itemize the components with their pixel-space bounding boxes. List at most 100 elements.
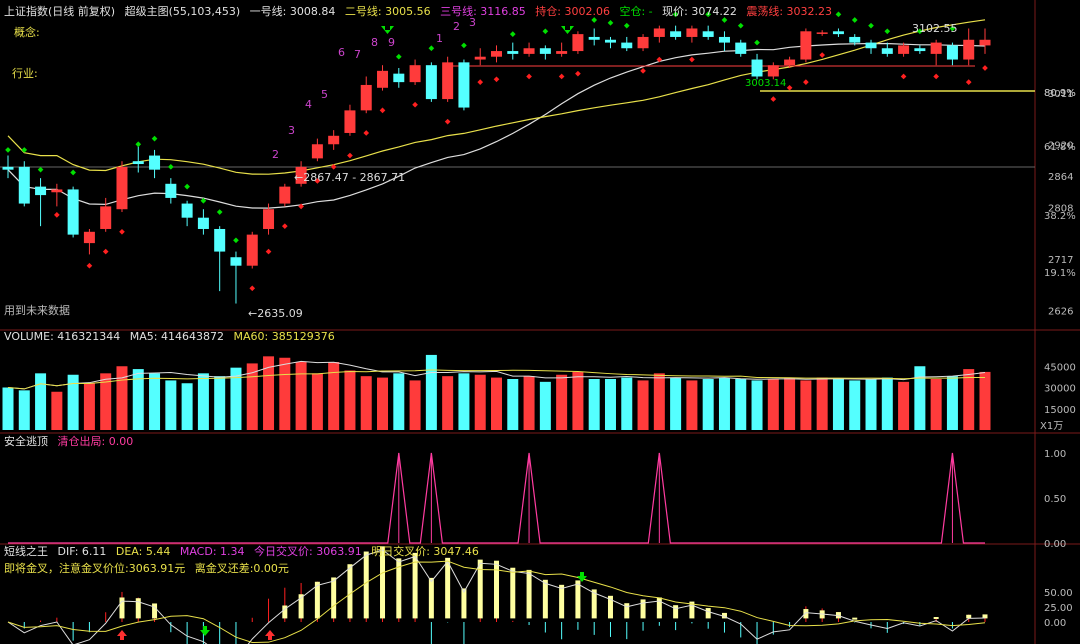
volume-header: VOLUME: 416321344 MA5: 414643872 MA60: 3…	[4, 329, 341, 345]
candle-body	[458, 62, 470, 108]
volume-tick: 45000	[1044, 362, 1076, 373]
escape-sub: 清仓出局: 0.00	[57, 435, 134, 448]
macd-block	[494, 560, 499, 619]
macd-today: 今日交叉价: 3063.91	[254, 545, 362, 558]
stop-dot	[689, 56, 695, 63]
dea-line	[7, 560, 986, 644]
hold-label: 持仓: 3002.06	[535, 5, 610, 18]
candle-body	[377, 70, 389, 88]
stop-dot	[640, 68, 646, 74]
volume-bar	[604, 379, 616, 430]
stop-dot	[526, 73, 532, 80]
volume-bar	[230, 367, 242, 430]
stop-dot	[656, 56, 663, 63]
industry-label: 行业:	[12, 67, 38, 80]
volume-bar	[181, 383, 193, 430]
volume-tick: 15000	[1044, 405, 1076, 416]
candle-body	[718, 36, 730, 43]
volume-bar	[149, 373, 161, 430]
volume-ma60: MA60: 385129376	[233, 330, 335, 343]
macd-block	[607, 595, 613, 619]
macd-block	[640, 599, 646, 619]
escape-header: 安全逃顶 清仓出局: 0.00	[4, 434, 139, 450]
line1-label: 一号线: 3008.84	[249, 5, 336, 18]
stop-dot	[200, 197, 207, 204]
stop-dot	[461, 42, 467, 49]
stop-dot	[265, 248, 272, 255]
macd-block	[966, 614, 972, 619]
macd-block	[298, 594, 304, 619]
volume-bar	[507, 379, 519, 430]
stop-dot	[249, 285, 256, 292]
stop-dot	[281, 223, 288, 229]
macd-block	[347, 564, 353, 619]
candle-body	[116, 166, 128, 210]
macd-tomorrow: 明日交叉价: 3047.46	[371, 545, 479, 558]
stop-dot	[575, 70, 581, 77]
price-tick: 2808	[1048, 204, 1073, 215]
stop-dot	[900, 73, 907, 80]
candle-body	[132, 161, 144, 165]
wave-count: 6	[338, 46, 345, 59]
volume-label: VOLUME: 416321344	[4, 330, 121, 343]
price-label: 现价: 3074.22	[662, 5, 737, 18]
macd-block	[396, 558, 402, 619]
candle-body	[930, 42, 942, 54]
price-tick: 2864	[1048, 172, 1073, 183]
indicator-name[interactable]: 超级主图(55,103,453)	[124, 5, 241, 18]
macd-block	[363, 551, 369, 619]
candle-body	[295, 166, 307, 184]
macd-block	[282, 605, 288, 619]
stop-dot	[819, 52, 825, 58]
sell-arrow	[200, 626, 210, 636]
macd-note: 即将金叉，注意金叉价位:3063.91元 离金叉还差:0.00元	[4, 561, 295, 577]
future-note: 用到未来数据	[4, 304, 70, 317]
stop-dot	[835, 11, 842, 18]
price-tick: 2920	[1048, 140, 1073, 151]
candle-body	[588, 36, 600, 40]
macd-block	[135, 598, 141, 619]
volume-bar	[246, 363, 258, 430]
volume-bar	[898, 381, 910, 430]
candle-body	[246, 234, 258, 266]
escape-tick: 0.50	[1044, 494, 1066, 505]
stop-dot	[770, 96, 777, 102]
macd-dif: DIF: 6.11	[57, 545, 107, 558]
volume-bar	[491, 377, 502, 430]
candle-body	[2, 166, 14, 170]
stop-dot	[444, 118, 451, 125]
stop-dot	[21, 147, 28, 153]
wave-count: 2	[272, 148, 279, 161]
macd-block	[624, 603, 630, 619]
volume-bar	[946, 376, 958, 430]
candle-body	[784, 59, 796, 66]
stop-dot	[347, 152, 353, 159]
volume-bar	[930, 379, 942, 430]
volume-bar	[881, 377, 893, 430]
stop-dot	[509, 31, 516, 37]
macd-block	[526, 569, 532, 619]
macd-block	[477, 559, 483, 619]
candle-body	[83, 231, 95, 244]
volume-bar	[458, 373, 470, 430]
candle-body	[149, 155, 161, 170]
candle-body	[881, 48, 893, 54]
candle-body	[735, 42, 747, 54]
candle-body	[344, 110, 356, 133]
volume-bar	[409, 380, 421, 430]
volume-ma60-line	[7, 369, 986, 390]
macd-note1: 即将金叉，注意金叉价位:3063.91元	[4, 562, 186, 575]
volume-bar	[2, 387, 14, 430]
candle-body	[230, 257, 242, 266]
stop-dot	[558, 73, 565, 80]
sell-arrow	[381, 26, 394, 34]
pct-tick: 38.2%	[1044, 211, 1076, 222]
volume-bar	[100, 373, 112, 430]
candle-body	[425, 65, 437, 100]
volume-bar	[767, 379, 779, 430]
macd-block	[689, 601, 695, 619]
wave-count: 3	[288, 124, 295, 137]
macd-tick: 50.00	[1044, 588, 1073, 599]
buy-arrow	[117, 630, 127, 640]
main-title[interactable]: 上证指数(日线 前复权)	[4, 5, 116, 18]
